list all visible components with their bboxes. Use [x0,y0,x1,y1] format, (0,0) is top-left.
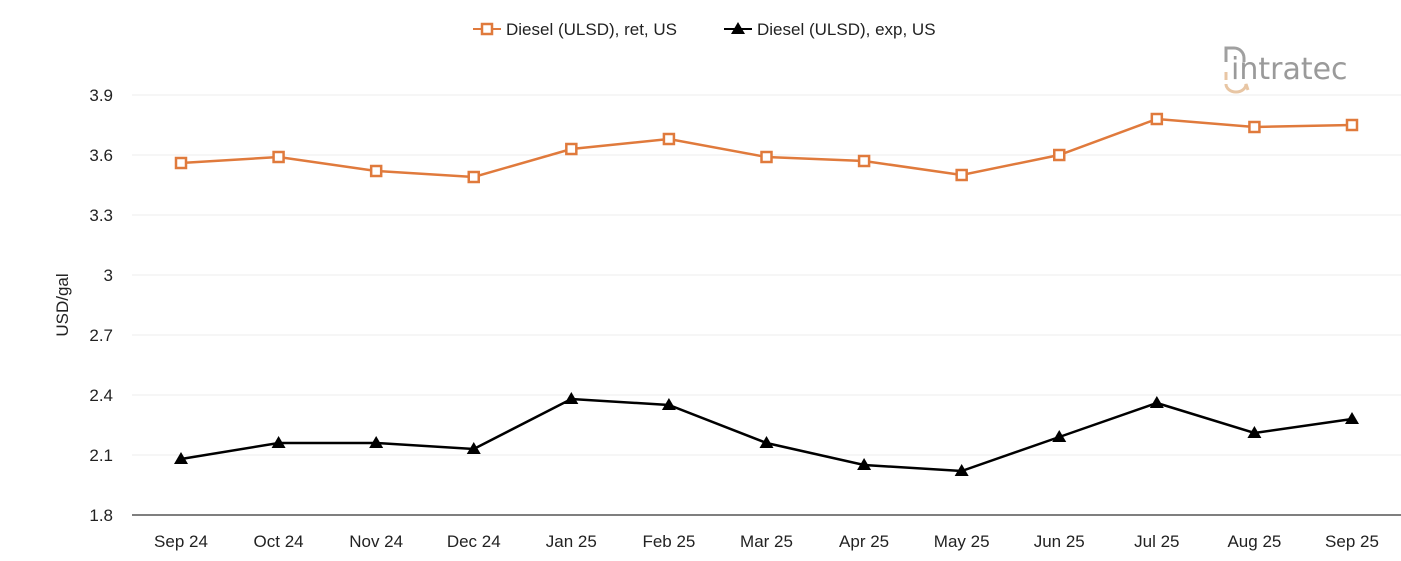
x-tick-label: Mar 25 [740,532,793,551]
legend-label: Diesel (ULSD), exp, US [757,20,936,39]
data-point-marker [661,398,676,410]
data-point-marker [954,464,969,476]
legend-item: Diesel (ULSD), exp, US [724,20,936,39]
x-tick-label: Nov 24 [349,532,403,551]
data-point-marker [467,170,480,184]
x-tick-label: Sep 24 [154,532,208,551]
data-point-marker [857,458,872,470]
data-point-marker [466,442,481,454]
intratec-logo: intratec [1224,46,1348,94]
x-tick-label: Dec 24 [447,532,501,551]
x-tick-label: Oct 24 [254,532,304,551]
x-tick-label: Sep 25 [1325,532,1379,551]
data-point-marker [759,436,774,448]
data-point-marker [1345,412,1359,424]
data-point-marker [369,164,383,178]
data-point-marker [1248,120,1261,134]
y-tick-label: 1.8 [89,506,113,525]
y-tick-label: 3.9 [89,86,113,105]
data-point-marker [564,392,579,404]
x-tick-label: May 25 [934,532,990,551]
data-point-marker [1053,148,1066,162]
svg-text:intratec: intratec [1231,52,1348,87]
y-tick-label: 3.6 [89,146,113,165]
data-point-marker [1149,396,1164,408]
x-tick-label: Jul 25 [1134,532,1179,551]
data-point-marker [271,436,286,448]
data-point-marker [174,452,188,464]
y-tick-label: 3.3 [89,206,113,225]
data-point-marker [955,168,968,182]
data-point-marker [1150,112,1164,126]
data-point-marker [1247,426,1262,438]
y-tick-label: 3 [104,266,113,285]
legend-item: Diesel (ULSD), ret, US [473,20,677,39]
data-point-marker [565,142,578,156]
data-point-marker [1052,430,1067,442]
legend: Diesel (ULSD), ret, US Diesel (ULSD), exp… [473,20,936,39]
x-tick-label: Apr 25 [839,532,889,551]
data-point-marker [272,150,285,164]
series-line [180,397,1353,473]
y-tick-label: 2.7 [89,326,113,345]
data-point-marker [662,132,676,146]
x-tick-label: Jan 25 [546,532,597,551]
series-export [174,392,1359,476]
x-tick-label: Aug 25 [1227,532,1281,551]
series-line [180,117,1353,179]
y-axis-label: USD/gal [53,273,72,336]
data-point-marker [480,22,494,36]
x-tick-label: Jun 25 [1034,532,1085,551]
series-retail [174,112,1359,184]
y-tick-label: 2.1 [89,446,113,465]
data-point-marker [731,22,745,34]
x-tick-label: Feb 25 [642,532,695,551]
data-point-marker [857,154,871,168]
data-point-marker [174,156,188,170]
data-point-marker [1345,118,1359,132]
data-point-marker [369,436,384,448]
legend-label: Diesel (ULSD), ret, US [506,20,677,39]
data-point-marker [760,150,773,164]
y-tick-label: 2.4 [89,386,113,405]
